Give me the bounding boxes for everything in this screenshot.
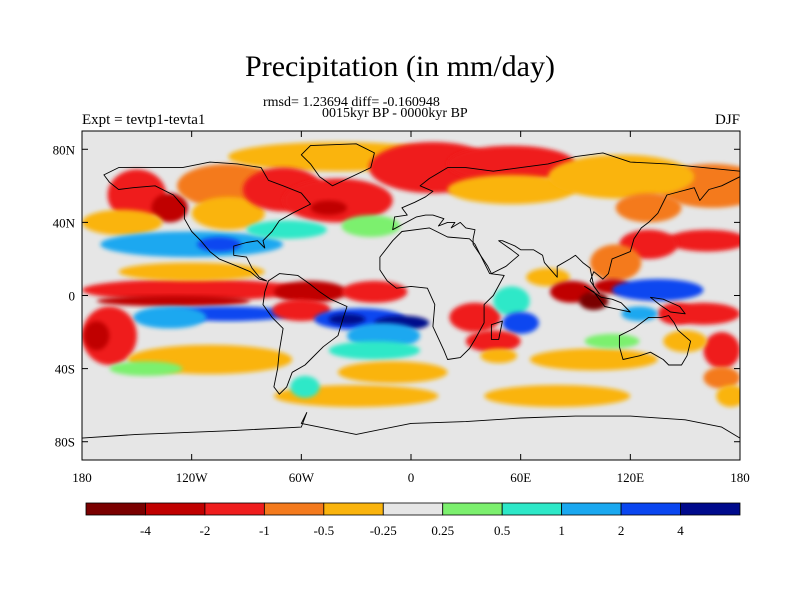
x-tick-label-2: 60W bbox=[289, 470, 315, 485]
anomaly-region-12 bbox=[246, 220, 327, 239]
x-axis: 180 120W 60W 0 60E 120E 180 bbox=[72, 131, 750, 485]
colorbar-swatch-4 bbox=[323, 502, 384, 516]
colorbar-swatch-7 bbox=[501, 502, 563, 516]
coastline-antarctica bbox=[82, 412, 740, 439]
anomaly-region-47 bbox=[526, 268, 571, 287]
anomaly-region-35 bbox=[328, 313, 366, 325]
coastline-south-america bbox=[262, 273, 348, 395]
anomaly-region-7 bbox=[191, 196, 265, 230]
anomaly-layer bbox=[82, 141, 740, 407]
coastline-north-america bbox=[103, 161, 311, 282]
anomaly-region-32 bbox=[272, 299, 331, 322]
coastline-layer bbox=[82, 143, 740, 439]
colorbar-label-0: -4 bbox=[140, 523, 151, 538]
x-tick-label-5: 120E bbox=[617, 470, 645, 485]
anomaly-region-26 bbox=[133, 306, 207, 329]
experiment-label: Expt = tevtp1-tevta1 bbox=[82, 112, 206, 128]
colorbar-label-6: 0.5 bbox=[494, 523, 510, 538]
anomaly-region-24 bbox=[118, 262, 265, 281]
anomaly-region-45 bbox=[465, 330, 521, 353]
anomaly-region-28 bbox=[83, 321, 110, 351]
y-tick-label-2: 0 bbox=[69, 289, 76, 304]
anomaly-region-10 bbox=[283, 178, 393, 223]
coastline-greenland bbox=[300, 143, 375, 187]
anomaly-region-4 bbox=[100, 231, 284, 258]
anomaly-region-46 bbox=[480, 348, 518, 364]
colorbar-label-7: 1 bbox=[558, 523, 565, 538]
anomaly-region-38 bbox=[328, 341, 421, 360]
anomaly-region-55 bbox=[703, 332, 740, 369]
anomaly-region-30 bbox=[109, 361, 183, 376]
anomaly-region-60 bbox=[584, 333, 640, 349]
rmsd-diff-stats: rmsd= 1.23694 diff= -0.160948 bbox=[263, 95, 440, 110]
colorbar-label-8: 2 bbox=[618, 523, 625, 538]
anomaly-region-23 bbox=[96, 295, 251, 307]
anomaly-region-61 bbox=[716, 385, 740, 407]
anomaly-region-44 bbox=[502, 311, 539, 334]
x-tick-label-1: 120W bbox=[176, 470, 209, 485]
anomaly-region-13 bbox=[341, 215, 401, 238]
time-period-label: 0015kyr BP - 0000kyr BP bbox=[322, 106, 468, 121]
coastline-australia bbox=[618, 315, 692, 366]
y-axis: 80N 40N 0 40S 80S bbox=[53, 142, 740, 450]
y-tick-label-1: 40N bbox=[53, 215, 76, 230]
colorbar-label-5: 0.25 bbox=[431, 523, 454, 538]
anomaly-region-2 bbox=[151, 193, 189, 223]
y-tick-label-0: 80N bbox=[53, 142, 76, 157]
x-tick-label-0: 180 bbox=[72, 470, 92, 485]
colorbar-label-1: -2 bbox=[199, 523, 210, 538]
anomaly-region-58 bbox=[529, 348, 658, 371]
colorbar-swatch-2 bbox=[204, 502, 265, 516]
anomaly-region-57 bbox=[703, 366, 740, 389]
colorbar-swatch-1 bbox=[145, 502, 206, 516]
coastline-madagascar bbox=[490, 320, 503, 340]
season-label: DJF bbox=[714, 112, 740, 128]
anomaly-region-51 bbox=[612, 279, 704, 301]
anomaly-region-56 bbox=[663, 330, 708, 353]
anomaly-region-17 bbox=[548, 154, 695, 199]
anomaly-region-18 bbox=[615, 193, 682, 223]
colorbar: -4 -2 -1 -0.5 -0.25 0.25 0.5 1 2 4 bbox=[85, 502, 741, 538]
colorbar-swatch-8 bbox=[561, 502, 622, 516]
x-tick-label-3: 0 bbox=[408, 470, 415, 485]
colorbar-swatch-9 bbox=[620, 502, 681, 516]
colorbar-swatch-5 bbox=[382, 502, 444, 516]
anomaly-region-19 bbox=[666, 229, 740, 252]
coastline-indonesia bbox=[584, 285, 631, 313]
colorbar-label-2: -1 bbox=[259, 523, 270, 538]
colorbar-swatch-10 bbox=[680, 502, 741, 516]
anomaly-region-11 bbox=[310, 200, 348, 216]
anomaly-region-42 bbox=[449, 302, 501, 333]
anomaly-region-59 bbox=[484, 385, 631, 407]
coastline-africa bbox=[379, 227, 505, 360]
anomaly-region-15 bbox=[447, 145, 576, 183]
colorbar-swatch-3 bbox=[263, 502, 325, 516]
colorbar-label-9: 4 bbox=[677, 523, 684, 538]
colorbar-swatch-6 bbox=[442, 502, 503, 516]
anomaly-region-1 bbox=[107, 169, 167, 221]
colorbar-label-3: -0.5 bbox=[314, 523, 335, 538]
x-tick-label-6: 180 bbox=[730, 470, 750, 485]
anomaly-region-43 bbox=[493, 286, 530, 316]
anomaly-region-41 bbox=[290, 375, 320, 398]
anomaly-region-22 bbox=[82, 279, 302, 301]
anomaly-region-5 bbox=[197, 237, 242, 252]
colorbar-swatch-0 bbox=[85, 502, 146, 516]
coastline-eurasia bbox=[392, 152, 740, 295]
anomaly-region-49 bbox=[579, 291, 609, 311]
anomaly-region-31 bbox=[273, 280, 348, 303]
anomaly-region-3 bbox=[82, 209, 163, 236]
coastline-new-guinea bbox=[649, 296, 686, 315]
y-tick-label-4: 80S bbox=[55, 435, 75, 450]
anomaly-region-16 bbox=[447, 174, 576, 205]
x-tick-label-4: 60E bbox=[510, 470, 531, 485]
anomaly-region-21 bbox=[590, 244, 642, 281]
y-tick-label-3: 40S bbox=[55, 362, 75, 377]
anomaly-region-39 bbox=[337, 361, 448, 384]
colorbar-label-4: -0.25 bbox=[370, 523, 397, 538]
anomaly-region-54 bbox=[666, 302, 740, 325]
chart-title: Precipitation (in mm/day) bbox=[245, 50, 555, 83]
anomaly-region-33 bbox=[341, 280, 408, 303]
